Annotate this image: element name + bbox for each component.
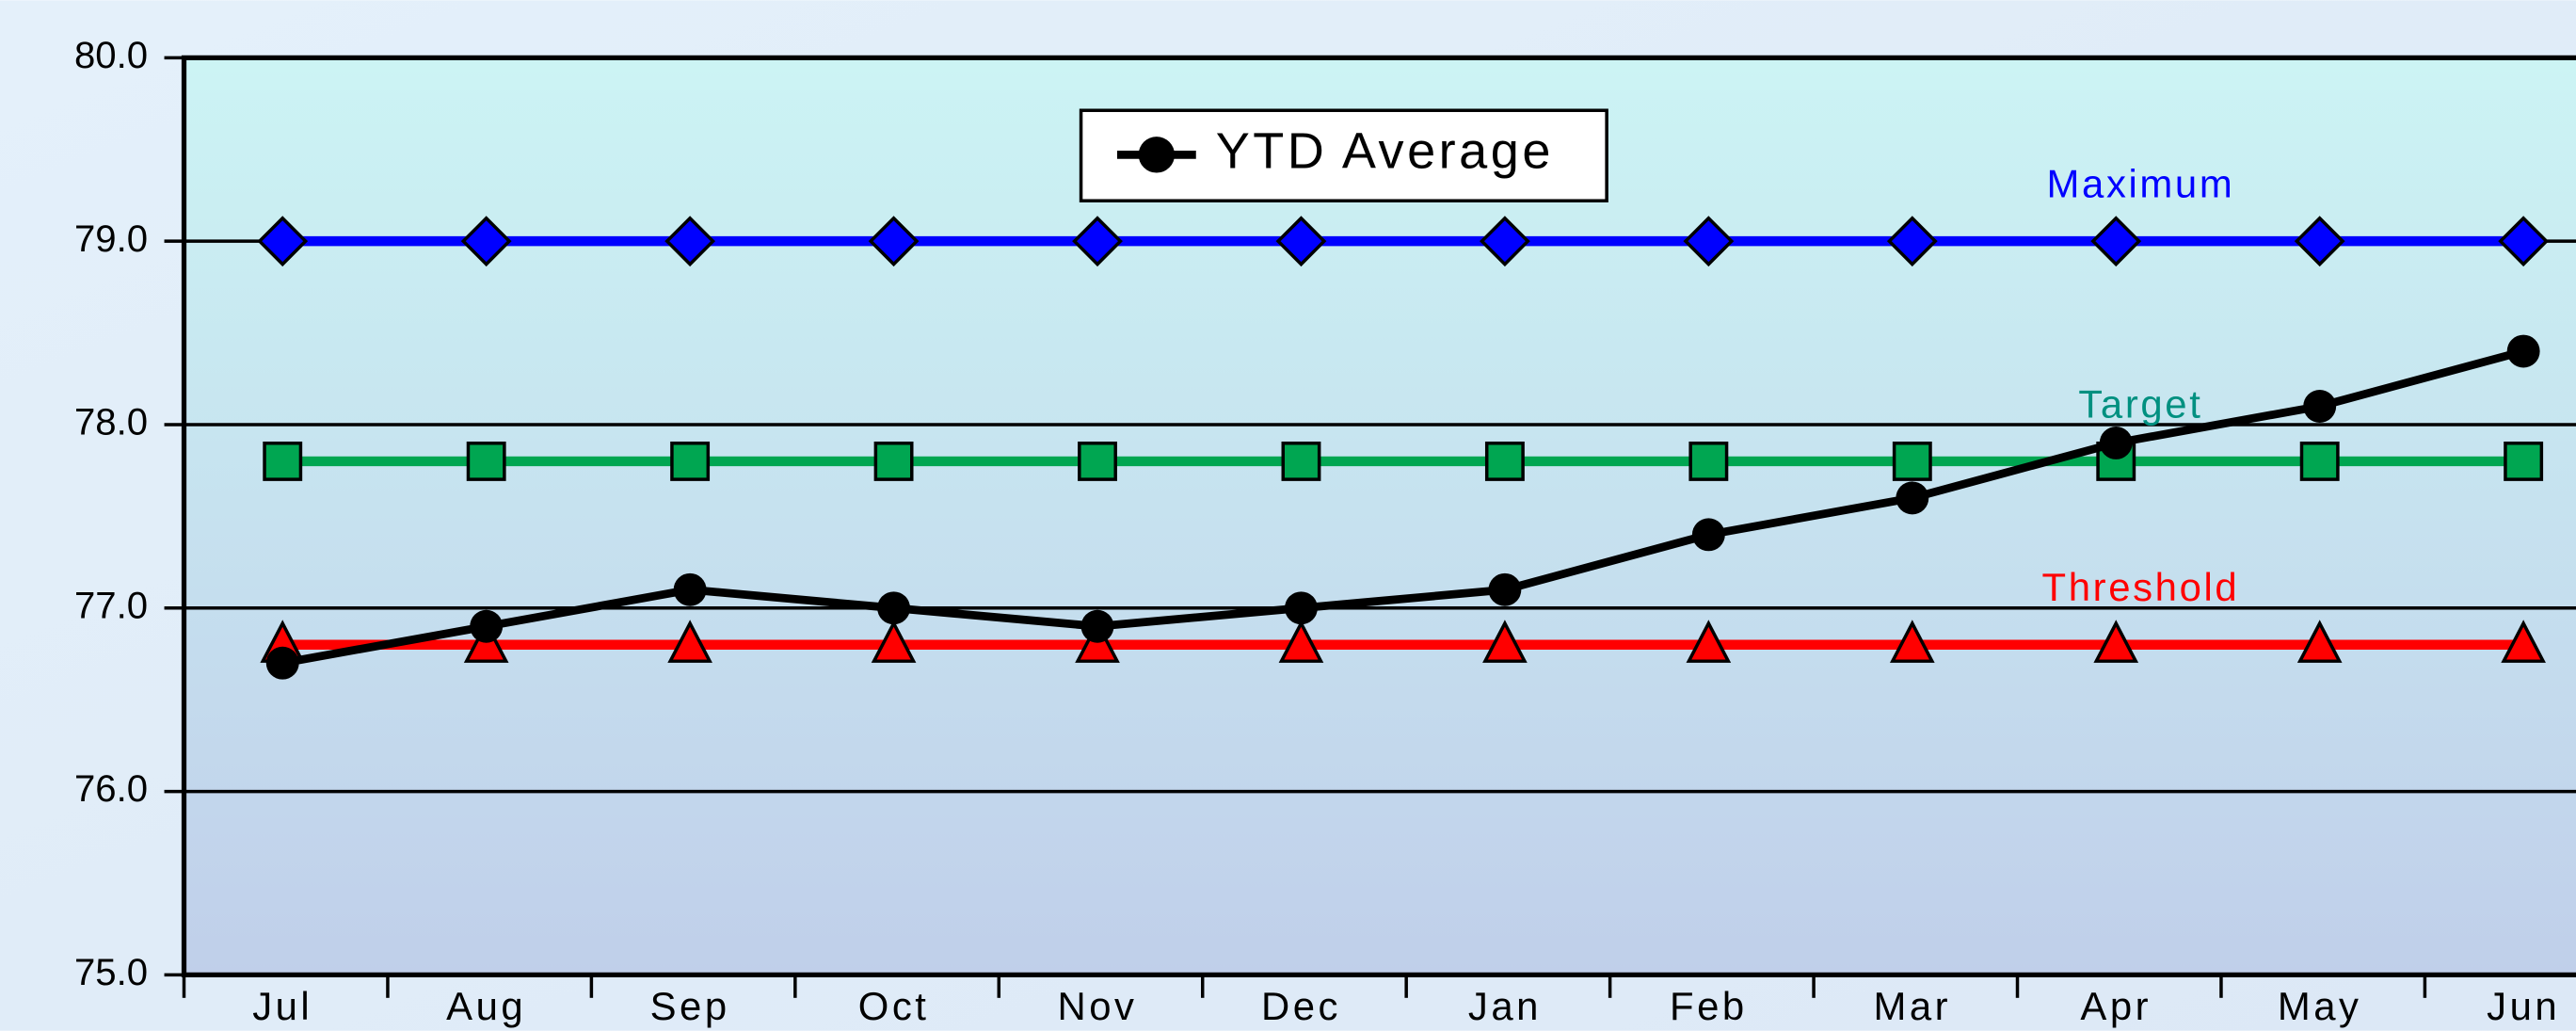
diamond-marker	[664, 216, 716, 267]
plot-frame	[181, 55, 2576, 977]
x-tick-label: Apr	[2080, 984, 2152, 1028]
x-tick-label: Nov	[1058, 984, 1138, 1028]
x-tick-label: Mar	[1874, 984, 1952, 1028]
legend-marker	[1138, 137, 1176, 173]
diamond-marker	[1275, 216, 1327, 267]
circle-marker	[877, 591, 911, 625]
series-line	[281, 346, 2525, 668]
square-marker	[873, 441, 914, 481]
x-tick-label: Aug	[446, 984, 526, 1028]
x-tick-label: Dec	[1261, 984, 1341, 1028]
diamond-marker	[460, 216, 512, 267]
diamond-marker	[2498, 216, 2550, 267]
triangle-marker	[2093, 620, 2139, 663]
square-marker	[1892, 441, 1932, 481]
square-marker	[1688, 441, 1729, 481]
circle-marker	[1285, 591, 1318, 625]
square-marker	[670, 441, 711, 481]
circle-marker	[1488, 572, 1522, 606]
square-marker	[1484, 441, 1525, 481]
y-tick-label: 79.0	[74, 217, 148, 260]
series-label: Maximum	[2047, 162, 2235, 206]
marks	[257, 216, 2550, 680]
series-label: Target	[2078, 381, 2202, 426]
x-tick-label: May	[2278, 984, 2362, 1028]
circle-marker	[2506, 334, 2540, 368]
square-marker	[1281, 441, 1321, 481]
circle-marker	[2099, 426, 2133, 459]
diamond-marker	[1683, 216, 1735, 267]
triangle-marker	[1686, 620, 1732, 663]
circle-marker	[265, 646, 299, 680]
diamond-marker	[1072, 216, 1123, 267]
circle-marker	[1896, 481, 1929, 515]
circle-marker	[1691, 518, 1725, 552]
diamond-marker	[868, 216, 920, 267]
triangle-marker	[1278, 620, 1324, 663]
square-marker	[263, 441, 303, 481]
circle-marker	[673, 572, 707, 606]
square-marker	[1078, 441, 1117, 481]
circle-marker	[2303, 390, 2337, 423]
x-tick-label: Jan	[1468, 984, 1542, 1028]
series-label: Threshold	[2042, 565, 2240, 609]
plot-area	[184, 57, 2576, 975]
circle-marker	[1080, 609, 1114, 643]
square-marker	[466, 441, 506, 481]
triangle-marker	[667, 620, 712, 663]
x-tick-label: Jun	[2487, 984, 2560, 1028]
y-tick-label: 80.0	[74, 34, 148, 76]
triangle-marker	[1889, 620, 1935, 663]
y-tick-label: 75.0	[74, 951, 148, 993]
triangle-marker	[2296, 620, 2343, 663]
y-tick-label: 77.0	[74, 584, 148, 626]
x-tick-label: Oct	[858, 984, 930, 1028]
x-tick-label: Jul	[252, 984, 312, 1028]
y-tick-label: 76.0	[74, 767, 148, 810]
labels: 75.0 76.0 77.0 78.0 79.0 80.0 Jul Aug Sep Oct Nov D…	[74, 34, 2560, 1028]
triangle-marker	[871, 620, 917, 663]
x-tick-label: Sep	[650, 984, 730, 1028]
diamond-marker	[2294, 216, 2345, 267]
square-marker	[2299, 441, 2340, 481]
diamond-marker	[2090, 216, 2142, 267]
diamond-marker	[1886, 216, 1938, 267]
diamond-marker	[1480, 216, 1530, 267]
legend-label: YTD Average	[1216, 123, 1554, 180]
triangle-marker	[2501, 620, 2546, 663]
diamond-marker	[257, 216, 309, 267]
y-tick-label: 78.0	[74, 401, 148, 443]
circle-marker	[470, 609, 504, 643]
triangle-marker	[1482, 620, 1528, 663]
x-tick-label: Feb	[1670, 984, 1748, 1028]
square-marker	[2504, 441, 2544, 481]
